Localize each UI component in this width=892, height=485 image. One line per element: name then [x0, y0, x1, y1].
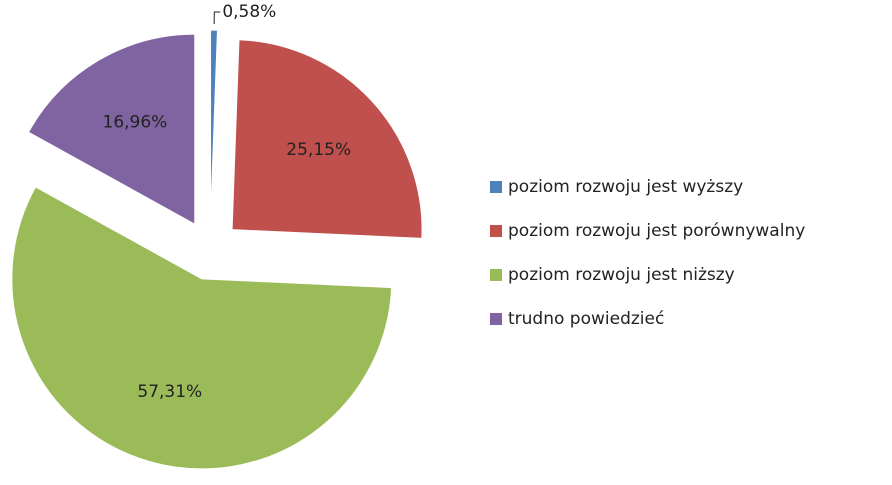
- legend-swatch: [490, 181, 502, 193]
- legend-swatch: [490, 225, 502, 237]
- legend-label: poziom rozwoju jest niższy: [508, 265, 735, 285]
- legend-swatch: [490, 313, 502, 325]
- pie-slice: [27, 33, 196, 226]
- pie-slice: [231, 39, 423, 239]
- legend-label: poziom rozwoju jest porównywalny: [508, 221, 805, 241]
- legend-label: trudno powiedzieć: [508, 309, 664, 329]
- data-label: 57,31%: [137, 382, 202, 402]
- pie-slice: [210, 29, 218, 221]
- pie-slice: [11, 186, 393, 470]
- data-label: 25,15%: [286, 140, 351, 160]
- legend-swatch: [490, 269, 502, 281]
- legend-label: poziom rozwoju jest wyższy: [508, 177, 743, 197]
- data-label: 16,96%: [103, 113, 168, 133]
- leader-line: [213, 11, 221, 25]
- data-label: 0,58%: [222, 2, 276, 22]
